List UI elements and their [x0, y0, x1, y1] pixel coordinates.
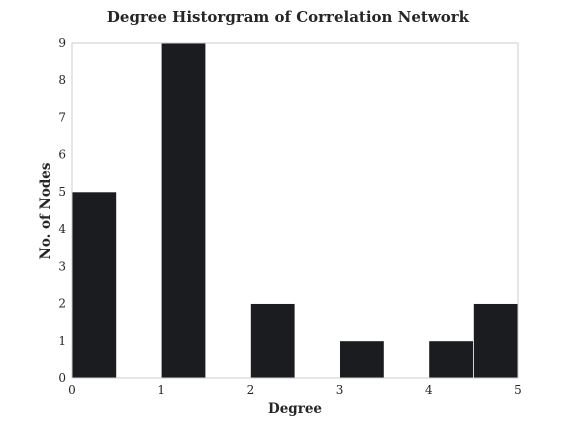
plot-frame: [71, 42, 519, 379]
y-tick-label: 5: [58, 185, 66, 199]
x-tick-label: 3: [336, 383, 344, 397]
histogram-bar: [71, 191, 117, 379]
y-tick-label: 6: [58, 148, 66, 162]
histogram-bar: [472, 303, 519, 379]
x-tick-label: 0: [68, 383, 76, 397]
x-axis-label: Degree: [268, 401, 322, 417]
x-tick-label: 1: [157, 383, 165, 397]
bars-layer: [71, 42, 519, 379]
y-tick-label: 2: [58, 297, 66, 311]
histogram-bar: [160, 42, 207, 379]
y-axis-label: No. of Nodes: [38, 162, 54, 259]
y-tick-label: 7: [58, 110, 66, 124]
y-tick-label: 8: [58, 73, 66, 87]
histogram-bar: [339, 340, 385, 379]
x-tick-label: 4: [425, 383, 433, 397]
y-tick-label: 3: [58, 259, 66, 273]
x-tick-label: 5: [514, 383, 522, 397]
y-tick-label: 1: [58, 334, 66, 348]
y-tick-labels: 0 1 2 3 4 5 6 7 8 9: [58, 36, 66, 385]
y-tick-label: 9: [58, 36, 66, 50]
x-tick-label: 2: [247, 383, 255, 397]
histogram-bar: [249, 303, 296, 379]
histogram-bar: [428, 340, 474, 379]
chart-title: Degree Historgram of Correlation Network: [107, 8, 470, 26]
y-tick-label: 4: [58, 222, 66, 236]
x-tick-labels: 0 1 2 3 4 5: [68, 383, 522, 397]
y-tick-label: 0: [58, 371, 66, 385]
